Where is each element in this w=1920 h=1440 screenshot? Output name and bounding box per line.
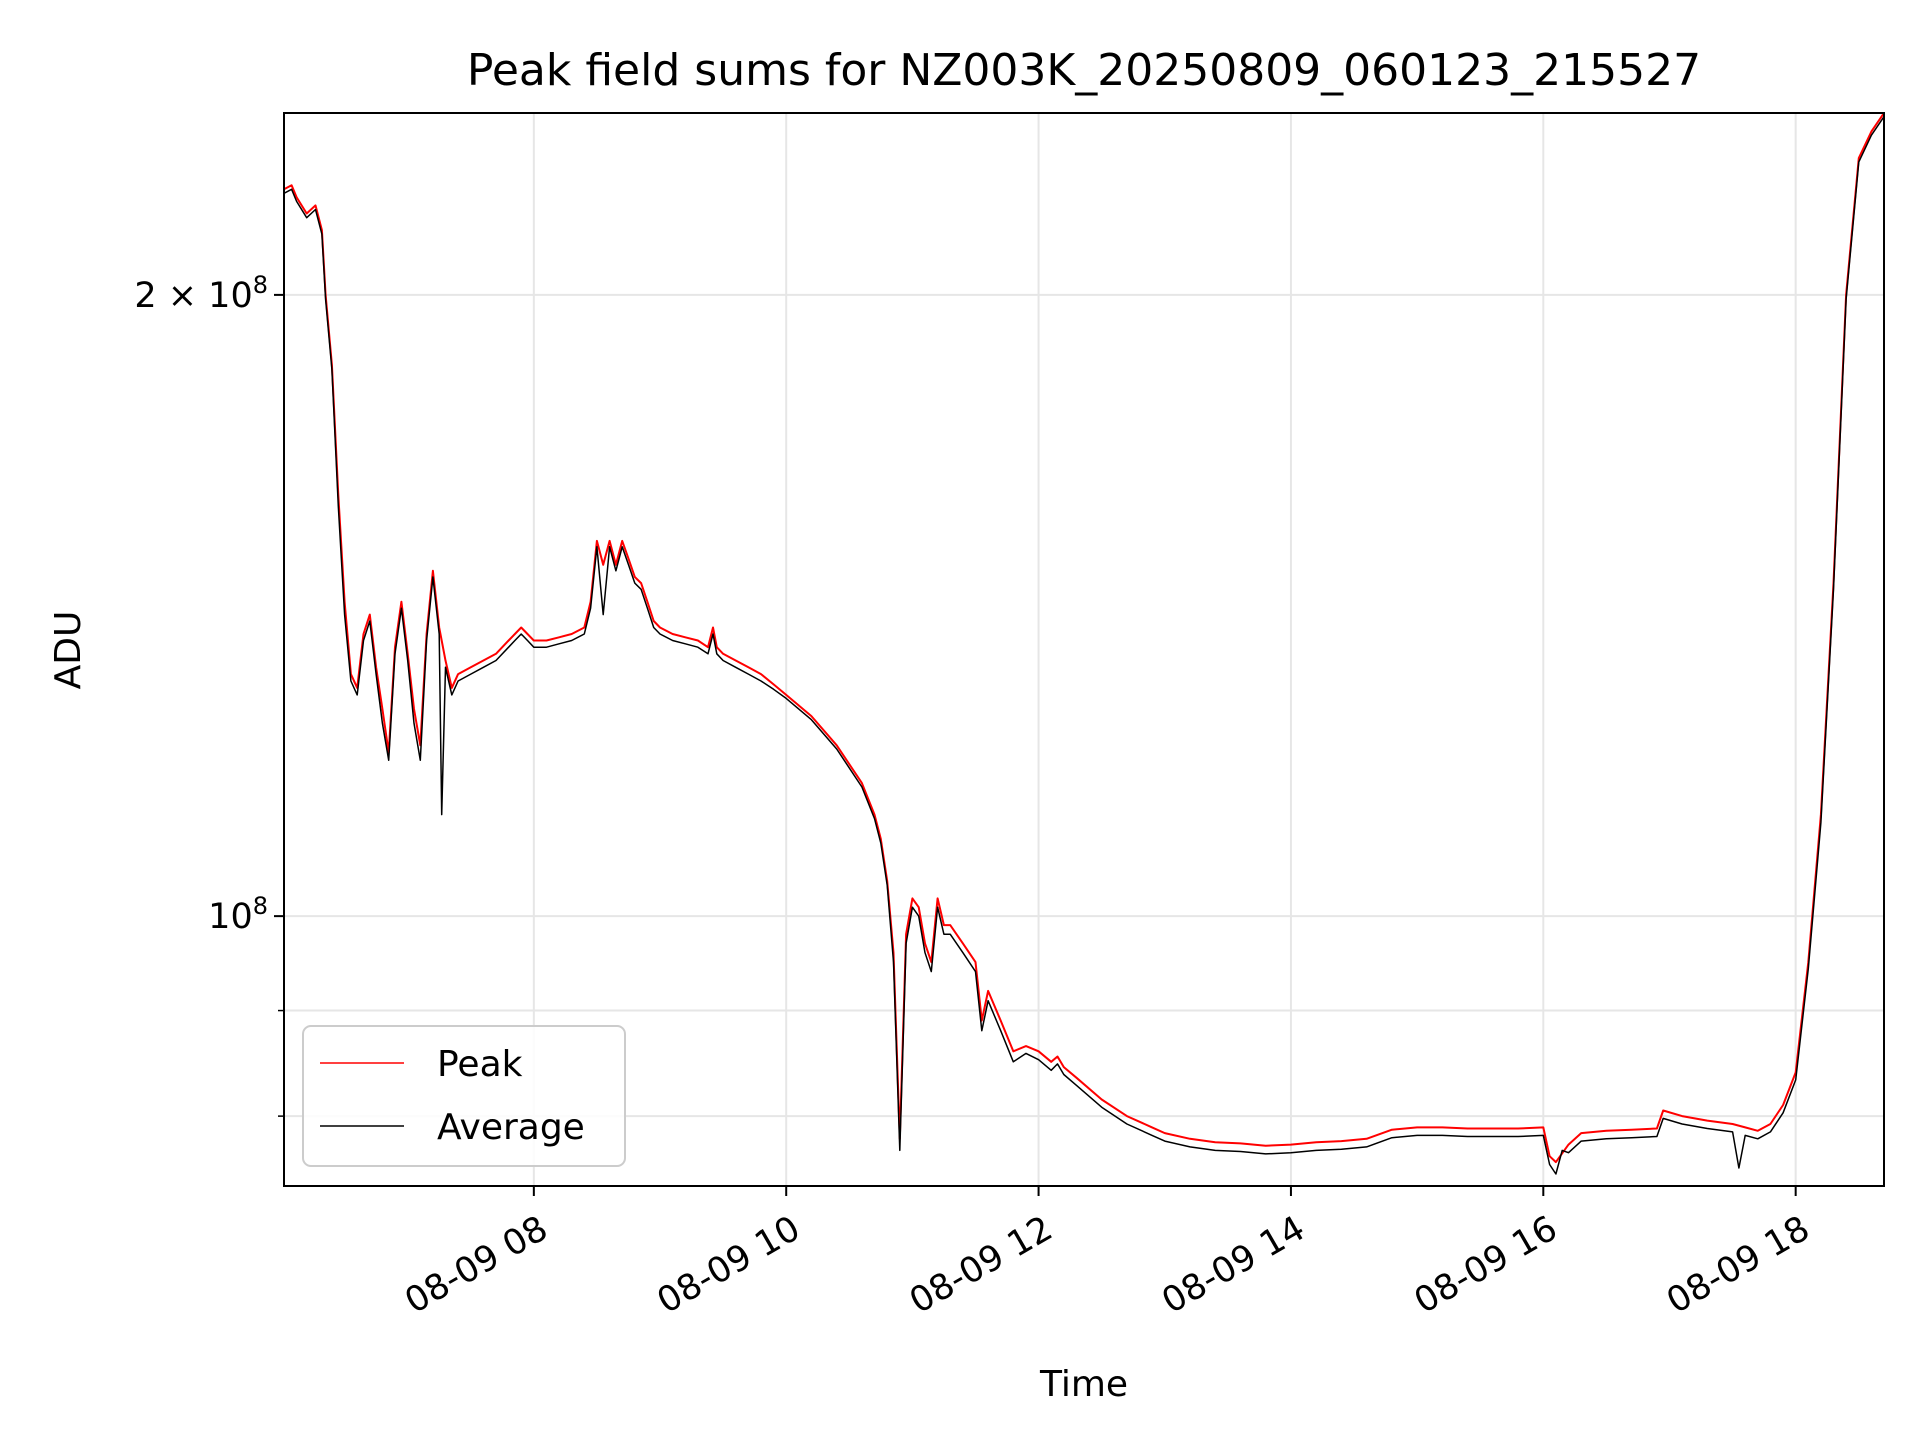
chart-title: Peak field sums for NZ003K_20250809_0601…: [467, 45, 1701, 96]
legend-label-peak: Peak: [437, 1044, 523, 1085]
y-axis-ticks: 2 × 108 108: [134, 271, 284, 1117]
y-axis-label: ADU: [48, 611, 89, 690]
series-layer: [284, 113, 1884, 1175]
grid-lines: [284, 113, 1884, 1186]
legend-box: [302, 1025, 626, 1167]
legend-label-average: Average: [437, 1107, 585, 1148]
x-axis-label: Time: [1039, 1364, 1128, 1405]
y-tick-label: 108: [208, 892, 268, 937]
plot-area-frame: [283, 112, 1885, 1187]
series-line-average: [284, 116, 1884, 1175]
y-tick-label: 2 × 108: [134, 271, 268, 316]
legend: Peak Average: [302, 1025, 626, 1167]
